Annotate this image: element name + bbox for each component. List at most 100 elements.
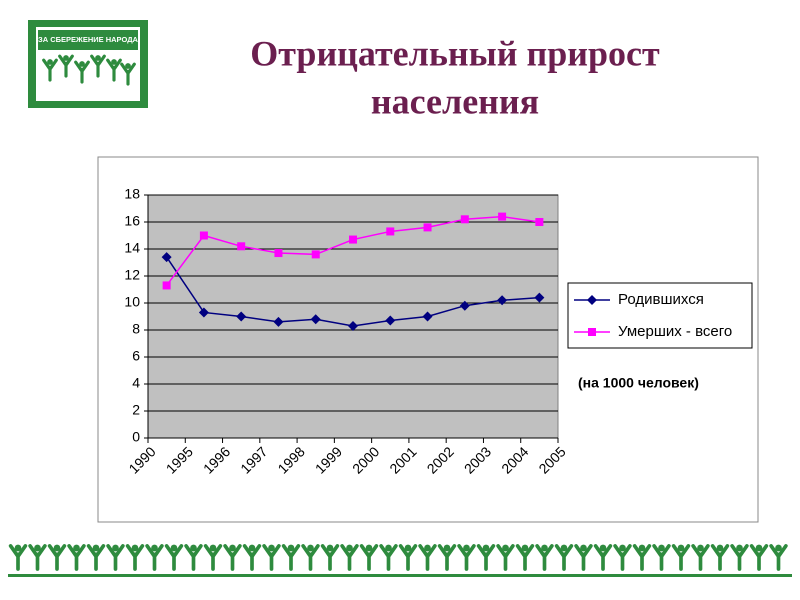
figure-head <box>385 544 392 552</box>
point <box>198 307 209 318</box>
figure-body <box>398 544 418 571</box>
y-tick-label: 6 <box>132 348 140 364</box>
figure-head <box>619 544 626 552</box>
figure-body <box>74 60 90 84</box>
figure-head <box>502 544 509 552</box>
figure-head <box>63 55 69 61</box>
figure-body <box>476 544 496 571</box>
point <box>498 212 507 221</box>
figure-head <box>658 544 665 552</box>
figure-head <box>424 544 431 552</box>
figure-body <box>90 54 106 78</box>
figure-head <box>73 544 80 552</box>
legend <box>567 282 753 349</box>
figure-body <box>58 54 74 78</box>
point <box>199 231 208 240</box>
point <box>348 320 358 331</box>
figure-body <box>652 544 671 571</box>
figure-head <box>190 544 197 552</box>
figure-body <box>340 544 359 571</box>
legend-marker <box>588 328 596 336</box>
figure-body <box>242 544 262 571</box>
figure-body <box>730 544 749 571</box>
figure-head <box>560 544 568 552</box>
figure-body <box>418 544 437 571</box>
figure-body <box>145 544 164 571</box>
figure-body <box>496 544 515 571</box>
point <box>162 281 171 290</box>
figure-body <box>281 544 301 571</box>
figure-head <box>697 544 704 552</box>
figure-head <box>326 544 334 552</box>
logo-figures <box>42 54 136 86</box>
figure-body <box>42 58 58 82</box>
figure-head <box>346 544 353 552</box>
y-tick-label: 12 <box>124 267 140 283</box>
figure-body <box>164 544 184 571</box>
point <box>534 292 545 303</box>
point <box>460 215 469 224</box>
figure-head <box>248 544 256 552</box>
figure-body <box>301 544 320 571</box>
figure-body <box>120 62 136 86</box>
point <box>161 252 172 263</box>
figure-head <box>404 544 412 552</box>
chart-title: населения <box>371 81 539 121</box>
point <box>274 249 283 258</box>
figure-body <box>691 544 710 571</box>
point <box>422 311 433 322</box>
figure-head <box>775 544 782 552</box>
figure-body <box>457 544 476 571</box>
figure-head <box>736 544 743 552</box>
logo-text: ЗА СБЕРЕЖЕНИЕ НАРОДА <box>38 35 139 44</box>
figure-head <box>755 544 763 552</box>
legend-marker <box>587 295 597 305</box>
point <box>497 295 508 306</box>
figure-body <box>710 544 730 571</box>
point <box>273 316 284 327</box>
figure-head <box>229 544 236 552</box>
figure-head <box>580 544 587 552</box>
figure-body <box>203 544 223 571</box>
ornament-base <box>8 574 792 577</box>
point <box>385 315 396 326</box>
figure-body <box>632 544 652 571</box>
y-tick-label: 10 <box>124 294 140 310</box>
figure-head <box>53 544 61 552</box>
point <box>423 223 432 232</box>
figure-body <box>613 544 632 571</box>
figure-head <box>541 544 548 552</box>
figure-body <box>574 544 593 571</box>
figure-head <box>209 544 217 552</box>
figure-body <box>593 544 613 571</box>
y-tick-label: 2 <box>132 402 140 418</box>
figure-head <box>79 61 85 67</box>
figure-body <box>749 544 769 571</box>
point <box>310 314 321 325</box>
figure-head <box>443 544 451 552</box>
figure-head <box>677 544 685 552</box>
figure-head <box>521 544 529 552</box>
figure-body <box>67 544 86 571</box>
point <box>236 311 247 322</box>
figure-head <box>287 544 295 552</box>
plot-area <box>147 194 559 439</box>
figure-body <box>535 544 554 571</box>
figure-head <box>125 63 131 69</box>
figure-head <box>463 544 470 552</box>
y-tick-label: 8 <box>132 321 140 337</box>
figure-body <box>437 544 457 571</box>
figure-body <box>769 544 788 571</box>
figure-body <box>262 544 281 571</box>
y-tick-label: 18 <box>124 186 140 202</box>
logo-banner <box>38 30 138 50</box>
figure-head <box>268 544 275 552</box>
figure-head <box>92 544 100 552</box>
figure-head <box>34 544 41 552</box>
bottom-ornament <box>8 544 792 577</box>
figure-head <box>482 544 490 552</box>
figure-head <box>307 544 314 552</box>
logo: ЗА СБЕРЕЖЕНИЕ НАРОДА <box>28 20 148 108</box>
point <box>386 227 395 236</box>
